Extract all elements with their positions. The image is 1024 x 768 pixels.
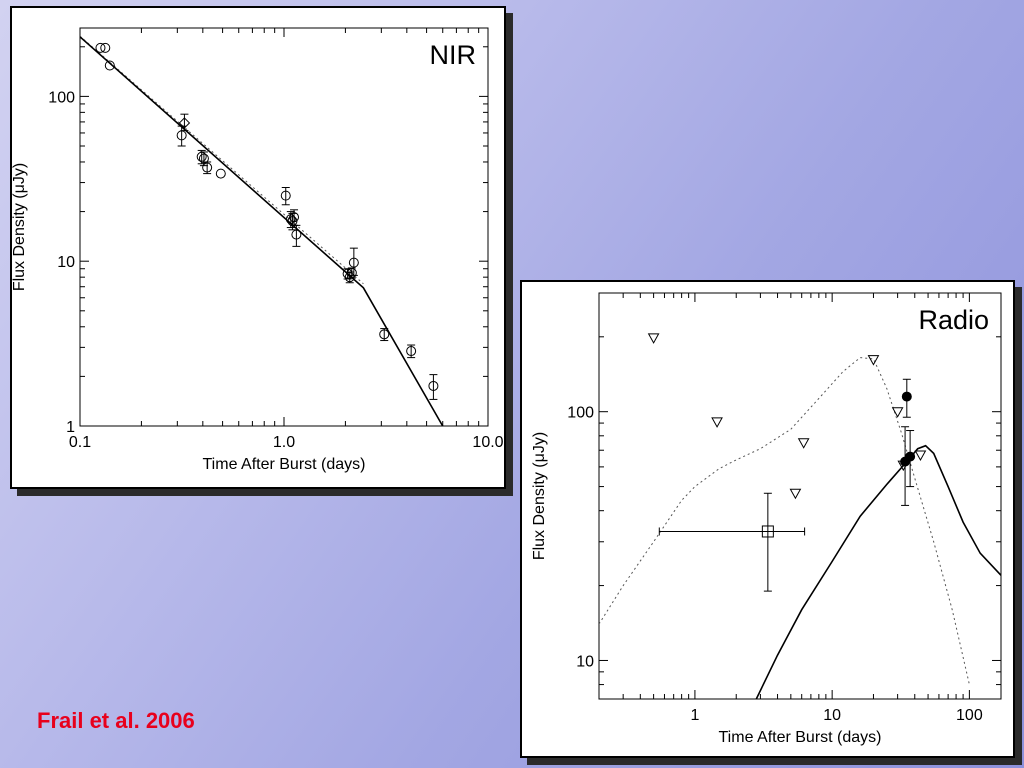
radio-upper-limit-triangle — [711, 417, 723, 428]
radio-chart-panel: 1 10 100 10 100 Time After Burst (days) Flux D… — [520, 280, 1015, 758]
radio-x-tick-label: 100 — [956, 707, 983, 724]
radio-detection-point — [901, 391, 912, 402]
nir-y-tick-label: 10 — [57, 254, 75, 271]
radio-x-tick-label: 1 — [690, 707, 699, 724]
nir-data-point — [280, 190, 291, 201]
nir-data-point — [291, 229, 302, 240]
nir-y-tick-label: 100 — [48, 89, 75, 106]
radio-upper-limit-triangle — [891, 407, 904, 418]
nir-x-tick-label: 10.0 — [472, 434, 503, 451]
nir-model-solid-line — [80, 36, 444, 426]
nir-y-tick-label: 1 — [66, 419, 75, 436]
radio-y-tick-label: 100 — [567, 405, 594, 422]
radio-model-dotted-line — [599, 357, 970, 685]
nir-data-point — [215, 168, 226, 179]
radio-upper-limit-triangle — [867, 355, 880, 366]
nir-x-axis-label: Time After Burst (days) — [203, 456, 366, 473]
radio-chart: 1 10 100 10 100 Time After Burst (days) Flux D… — [531, 292, 1002, 746]
radio-y-tick-label: 10 — [576, 653, 594, 670]
nir-plot-frame — [79, 27, 489, 427]
nir-data-point — [285, 214, 296, 225]
nir-model-dotted-line — [80, 35, 364, 285]
radio-plot-area — [599, 333, 1001, 699]
radio-detection-point — [905, 451, 916, 462]
radio-y-axis-label: Flux Density (μJy) — [531, 432, 548, 560]
nir-plot-area — [80, 35, 444, 426]
nir-data-point — [95, 42, 106, 53]
nir-chart-panel: 0.1 1.0 10.0 1 10 100 Time After Burst (days) F… — [10, 6, 506, 489]
nir-data-point — [289, 212, 300, 223]
radio-plot-frame — [598, 292, 1002, 700]
radio-chart-title: Radio — [918, 305, 989, 335]
nir-data-point — [100, 42, 111, 53]
nir-data-point — [428, 380, 439, 391]
nir-data-point — [406, 346, 417, 357]
radio-upper-limit-triangle — [789, 488, 802, 500]
radio-upper-limit-triangle — [797, 438, 810, 449]
nir-x-tick-label: 1.0 — [273, 434, 295, 451]
citation: Frail et al. 2006 — [37, 708, 195, 733]
radio-model-solid-line — [755, 444, 1001, 699]
radio-x-axis-label: Time After Burst (days) — [719, 729, 882, 746]
nir-data-point — [202, 162, 213, 173]
nir-chart: 0.1 1.0 10.0 1 10 100 Time After Burst (days) F… — [12, 27, 504, 473]
nir-chart-title: NIR — [430, 40, 477, 70]
nir-data-point — [346, 267, 357, 278]
radio-upper-limit-triangle — [914, 450, 927, 461]
radio-upper-limit-triangle — [647, 333, 660, 344]
nir-x-tick-label: 0.1 — [69, 434, 91, 451]
nir-y-axis-label: Flux Density (μJy) — [12, 163, 28, 291]
radio-x-tick-label: 10 — [823, 707, 841, 724]
nir-data-point — [198, 153, 209, 164]
nir-data-point — [104, 60, 115, 71]
nir-data-point — [348, 257, 359, 268]
nir-data-point-diamond — [178, 117, 191, 129]
radio-data-point-square — [761, 525, 774, 538]
nir-data-point — [379, 329, 390, 340]
